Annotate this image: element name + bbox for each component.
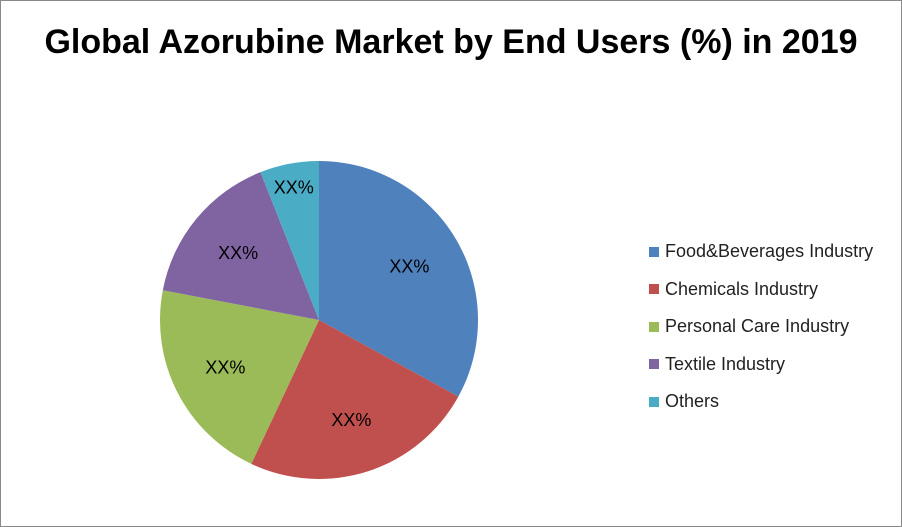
legend-label: Textile Industry (665, 353, 786, 374)
legend-swatch (649, 246, 659, 257)
legend-swatch (649, 359, 659, 370)
pie-slice (251, 320, 459, 479)
pie-slice (160, 290, 319, 464)
legend-item: Chemicals Industry (649, 271, 873, 309)
slice-data-label: XX% (205, 358, 245, 378)
legend-item: Food&Beverages Industry (649, 233, 873, 271)
legend-swatch (649, 321, 659, 332)
chart-title: Global Azorubine Market by End Users (%)… (44, 23, 858, 61)
legend-swatch (649, 396, 659, 407)
slice-data-label: XX% (218, 243, 258, 263)
legend-item: Textile Industry (649, 346, 873, 384)
legend-label: Personal Care Industry (665, 316, 850, 337)
slice-data-label: XX% (274, 177, 314, 197)
slice-data-label: XX% (389, 257, 429, 277)
legend-label: Food&Beverages Industry (665, 241, 874, 262)
pie-slice (260, 161, 319, 320)
legend-label: Chemicals Industry (665, 278, 819, 299)
legend: Food&Beverages Industry Chemicals Industr… (649, 233, 873, 421)
legend-label: Others (665, 391, 720, 412)
legend-swatch (649, 284, 659, 295)
pie-slice (162, 172, 319, 320)
pie-slice (319, 161, 479, 397)
slice-data-label: XX% (331, 410, 371, 430)
legend-item: Personal Care Industry (649, 308, 873, 346)
legend-item: Others (649, 383, 873, 421)
